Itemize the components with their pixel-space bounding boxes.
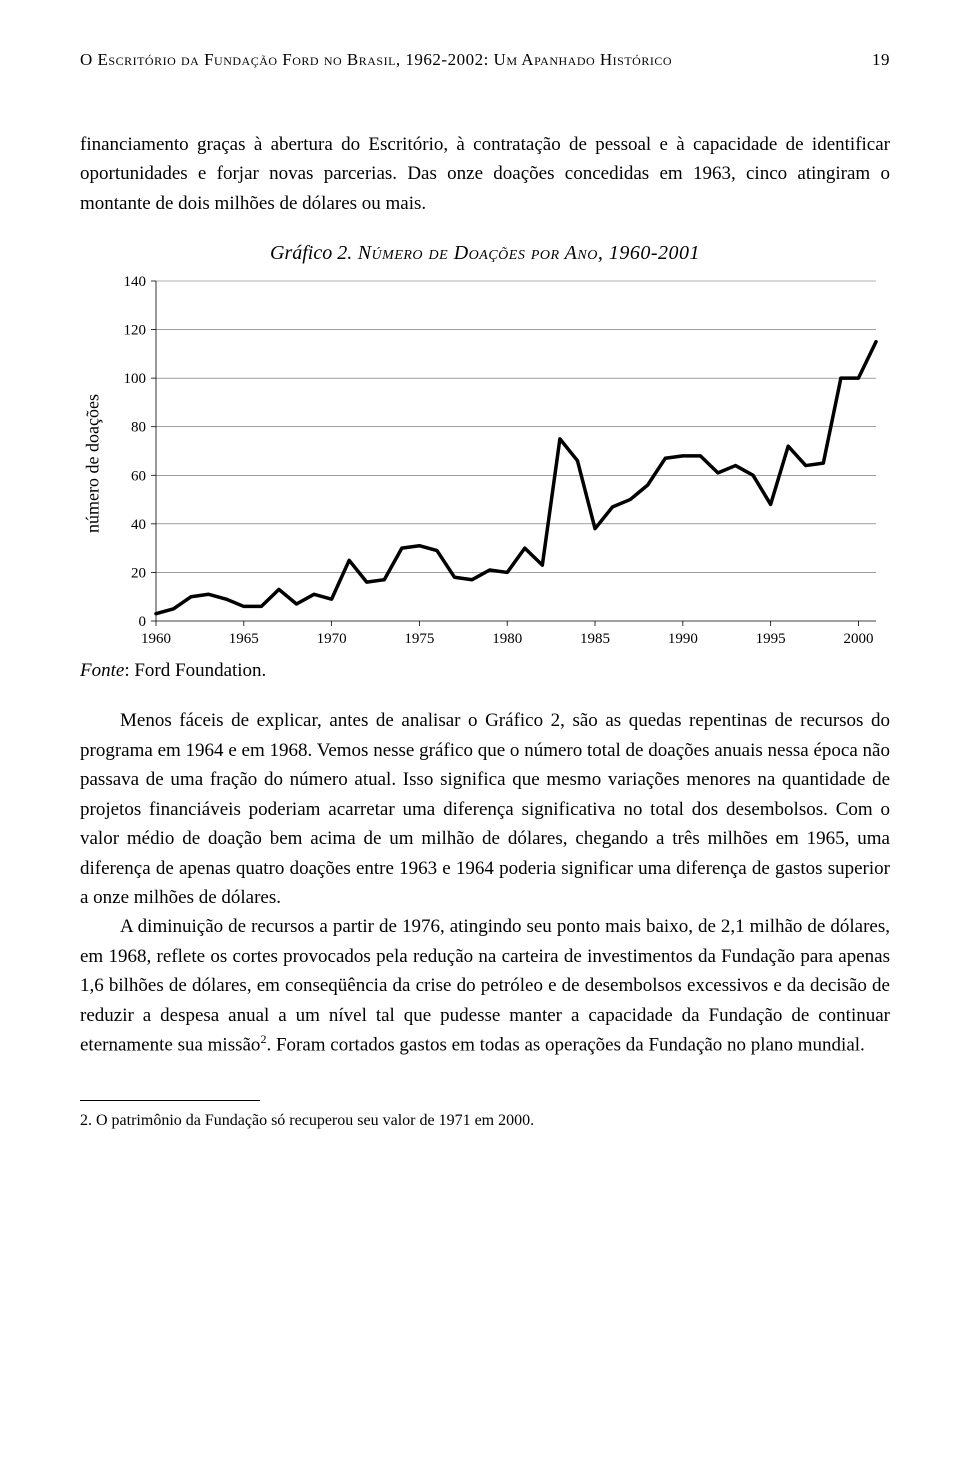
- svg-text:100: 100: [124, 371, 147, 387]
- paragraph-2: A diminuição de recursos a partir de 197…: [80, 912, 890, 1060]
- svg-text:20: 20: [131, 566, 146, 582]
- svg-text:1990: 1990: [668, 631, 698, 647]
- chart-title-prefix: Gráfico 2.: [270, 242, 352, 264]
- paragraph-1: Menos fáceis de explicar, antes de anali…: [80, 706, 890, 912]
- body-text-2: Menos fáceis de explicar, antes de anali…: [80, 706, 890, 1060]
- svg-text:1960: 1960: [141, 631, 171, 647]
- running-head: O Escritório da Fundação Ford no Brasil,…: [80, 50, 890, 70]
- chart-ylabel: número de doações: [83, 451, 104, 477]
- chart-source-label: Fonte: [80, 660, 124, 681]
- intro-paragraph: financiamento graças à abertura do Escri…: [80, 130, 890, 218]
- svg-text:0: 0: [139, 614, 147, 630]
- page: O Escritório da Fundação Ford no Brasil,…: [0, 0, 960, 1183]
- svg-text:1970: 1970: [317, 631, 347, 647]
- page-number: 19: [872, 50, 890, 70]
- chart-title-main: Número de Doações por Ano, 1960-2001: [352, 242, 700, 264]
- svg-text:80: 80: [131, 420, 146, 436]
- svg-text:120: 120: [124, 323, 147, 339]
- svg-text:60: 60: [131, 469, 146, 485]
- svg-text:1965: 1965: [229, 631, 259, 647]
- running-title: O Escritório da Fundação Ford no Brasil,…: [80, 50, 842, 70]
- svg-text:2000: 2000: [843, 631, 873, 647]
- chart-title: Gráfico 2. Número de Doações por Ano, 19…: [80, 242, 890, 265]
- svg-text:1980: 1980: [492, 631, 522, 647]
- chart-source-text: : Ford Foundation.: [124, 660, 266, 681]
- chart-svg-container: 0 20 40 60 80 100 120 140 1960 1965 1970 1975 1980 19…: [106, 271, 890, 656]
- svg-text:40: 40: [131, 517, 146, 533]
- svg-text:1975: 1975: [404, 631, 434, 647]
- footnote: 2. O patrimônio da Fundação só recuperou…: [80, 1109, 890, 1133]
- svg-text:1985: 1985: [580, 631, 610, 647]
- chart-source: Fonte: Ford Foundation.: [80, 660, 890, 682]
- chart-svg: 0 20 40 60 80 100 120 140 1960 1965 1970 1975 1980 19…: [106, 271, 886, 651]
- svg-text:1995: 1995: [756, 631, 786, 647]
- body-text: financiamento graças à abertura do Escri…: [80, 130, 890, 218]
- paragraph-2b: . Foram cortados gastos em todas as oper…: [266, 1034, 864, 1055]
- svg-text:140: 140: [124, 274, 147, 290]
- footnote-rule: [80, 1100, 260, 1101]
- chart-wrap: número de doações 0 20 40 60 80 100 120 140 1960…: [80, 271, 890, 656]
